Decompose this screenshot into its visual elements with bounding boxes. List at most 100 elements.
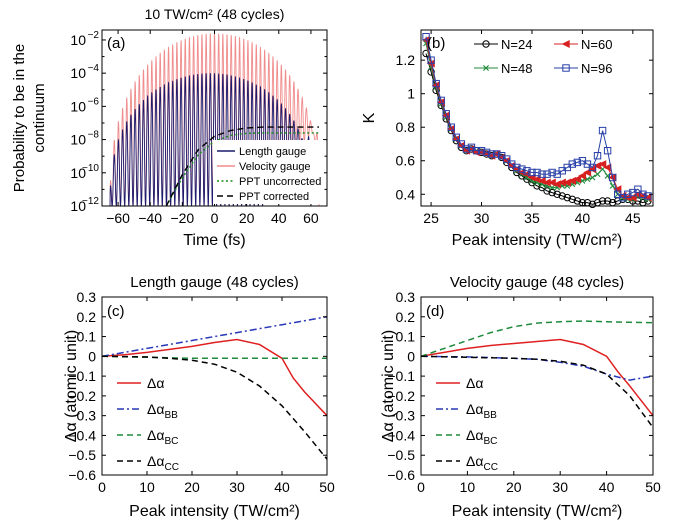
series-line-delta-alpha-cc [420,355,654,428]
y-tick-label: 10 [70,32,86,48]
x-tick-label: 0 [211,210,219,226]
data-point [492,150,501,158]
y-tick-exponent: −2 [88,30,100,41]
y-tick-exponent: −4 [88,63,100,74]
data-point [427,56,435,64]
panel-b-legend: N=24 N=48 N=60 N=96 [474,37,612,76]
y-tick-label: 0.8 [396,119,416,135]
panel-b-letter: (b) [427,35,445,52]
y-axis-label: continuum [31,83,48,152]
data-point [644,192,652,200]
y-axis-label: K [361,112,378,123]
data-point [588,163,597,172]
data-point [462,145,471,153]
data-point [437,96,445,105]
panel-c: Length gauge (48 cycles) 0 10 20 30 40 50 −0.6 −… [63,274,335,520]
data-point [432,79,440,88]
y-axis-label: Δα (atomic unit) [63,330,80,442]
legend-label: ΔαBB [147,401,178,421]
data-point [573,197,582,205]
y-tick-label: −0.3 [387,408,415,424]
x-tick-label: 30 [474,210,490,226]
legend-label: N=60 [581,37,612,52]
data-point [561,39,570,49]
y-tick-label: −0.6 [68,467,96,483]
y-tick-label: −0.1 [387,368,415,384]
y-axis-label: Probability to be in the [11,44,28,192]
data-point [598,197,607,205]
y-tick-label: −0.5 [68,447,96,463]
y-tick-label: −0.5 [387,447,415,463]
legend-label: ΔαBB [466,401,497,421]
x-axis-label: Peak intensity (TW/cm²) [129,503,300,520]
panel-a-letter: (a) [107,35,125,52]
legend-label: PPT corrected [239,191,309,203]
legend-label: Length gauge [239,146,306,158]
data-point [482,40,490,48]
y-tick-label: 0.1 [396,329,416,345]
x-tick-label: 45 [625,210,641,226]
data-point [634,185,642,193]
panel-c-axes-frame [101,296,328,476]
panel-a-title: 10 TW/cm² (48 cycles) [145,6,285,22]
data-point [518,165,526,173]
data-point [483,65,489,71]
data-point [523,167,531,175]
data-point [472,146,481,155]
data-point [603,146,612,155]
x-axis-label: Peak intensity (TW/cm²) [452,503,623,520]
data-point [528,168,536,177]
y-tick-label: −0.4 [387,427,415,443]
y-tick-label: −0.2 [387,388,415,404]
x-tick-label: 20 [506,479,522,495]
data-point [482,148,491,157]
panel-c-letter: (c) [107,303,125,320]
y-tick-label: 1 [407,86,415,102]
data-point [573,175,582,184]
data-point [608,173,617,182]
y-tick-label: 0.2 [77,309,97,325]
x-tick-label: 10 [139,479,155,495]
y-tick-label: 1.2 [396,52,416,68]
data-point [578,171,587,180]
y-tick-label: −0.2 [68,388,96,404]
y-tick-label: 0.3 [396,289,416,305]
y-tick-label: 0.1 [77,329,97,345]
legend-label: N=24 [501,37,532,52]
series-ppt-uncorrected-line [165,132,319,207]
data-point [568,160,577,168]
data-point [543,187,551,195]
data-point [543,170,551,178]
x-axis-label: Peak intensity (TW/cm²) [452,232,623,249]
data-point [563,193,571,202]
x-tick-label: 0 [417,479,425,495]
y-tick-exponent: −8 [88,130,100,141]
series-line-delta-alpha-bc [420,320,654,358]
series-length-gauge-line [109,73,312,208]
series-n-96 [422,33,652,202]
x-tick-label: 20 [184,479,200,495]
data-point [533,168,541,177]
y-axis-label: Δα (atomic unit) [380,330,397,442]
panel-d-title: Velocity gauge (48 cycles) [450,274,624,291]
x-tick-label: 35 [524,210,540,226]
data-point [598,160,607,169]
legend-label: PPT uncorrected [239,176,321,188]
y-tick-label: 10 [70,165,86,181]
data-point [639,190,647,198]
y-tick-exponent: −10 [82,163,99,174]
series-line-delta-alpha [420,338,654,417]
series-line-delta-alpha-cc [101,355,328,460]
x-tick-label: −60 [106,210,130,226]
legend-label: ΔαBC [147,427,178,447]
data-point [447,123,455,131]
data-point [553,190,561,198]
legend-label: ΔαCC [466,453,498,473]
y-tick-label: −0.6 [387,467,415,483]
legend-label: Velocity gauge [239,161,311,173]
data-point [603,197,612,205]
data-point [477,146,486,155]
panel-c-legend: Δα ΔαBB ΔαBC ΔαCC [117,375,179,473]
y-tick-label: 0.2 [396,309,416,325]
y-tick-label: −0.4 [68,427,96,443]
